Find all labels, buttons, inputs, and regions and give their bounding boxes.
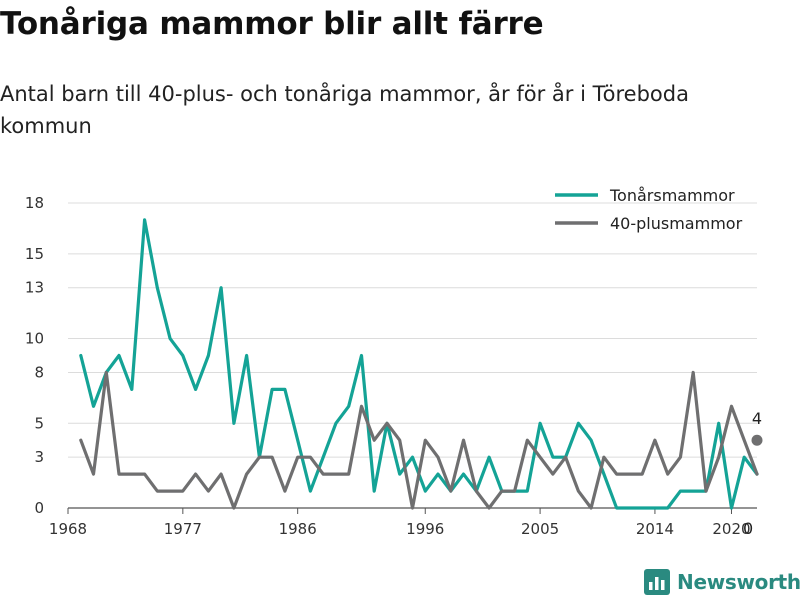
y-tick-label: 0 (34, 499, 44, 517)
legend: Tonårsmammor 40-plusmammor (555, 186, 743, 233)
y-tick-label: 8 (34, 363, 44, 381)
end-annotations: 40 (743, 409, 763, 538)
series-line-2 (79, 370, 759, 510)
x-tick-label: 2005 (521, 520, 559, 538)
y-tick-label: 15 (25, 245, 44, 263)
gridlines (68, 202, 757, 509)
end-point-marker (751, 434, 763, 446)
series-lines (79, 218, 759, 510)
chart-title: Tonåriga mammor blir allt färre (0, 6, 544, 42)
y-tick-label: 5 (34, 414, 44, 432)
x-tick-label: 1996 (406, 520, 444, 538)
legend-label: Tonårsmammor (609, 186, 735, 205)
line-chart: 0 3 5 8 10 13 15 18 1968 1977 1986 1996 2005 2014 202… (25, 186, 763, 538)
legend-label: 40-plusmammor (610, 214, 743, 233)
x-tick-label: 2014 (636, 520, 674, 538)
x-tick-label: 2020 (712, 520, 750, 538)
chart-subtitle: Antal barn till 40-plus- och tonåriga ma… (0, 82, 689, 138)
y-tick-label: 13 (25, 279, 44, 297)
end-value-label: 4 (752, 409, 762, 428)
brand-name: Newsworthy (677, 570, 800, 594)
x-tick-label: 1968 (49, 520, 87, 538)
y-tick-label: 18 (25, 194, 44, 212)
series-line-1 (79, 218, 759, 510)
x-tick-label: 1986 (279, 520, 317, 538)
bar-chart-logo-icon (644, 569, 670, 595)
x-axis: 1968 1977 1986 1996 2005 2014 2020 (49, 508, 751, 538)
y-axis: 0 3 5 8 10 13 15 18 (25, 194, 44, 517)
end-value-label: 0 (743, 519, 753, 538)
y-tick-label: 10 (25, 330, 44, 348)
y-tick-label: 3 (34, 448, 44, 466)
x-tick-label: 1977 (164, 520, 202, 538)
brand: Newsworthy (644, 569, 800, 595)
